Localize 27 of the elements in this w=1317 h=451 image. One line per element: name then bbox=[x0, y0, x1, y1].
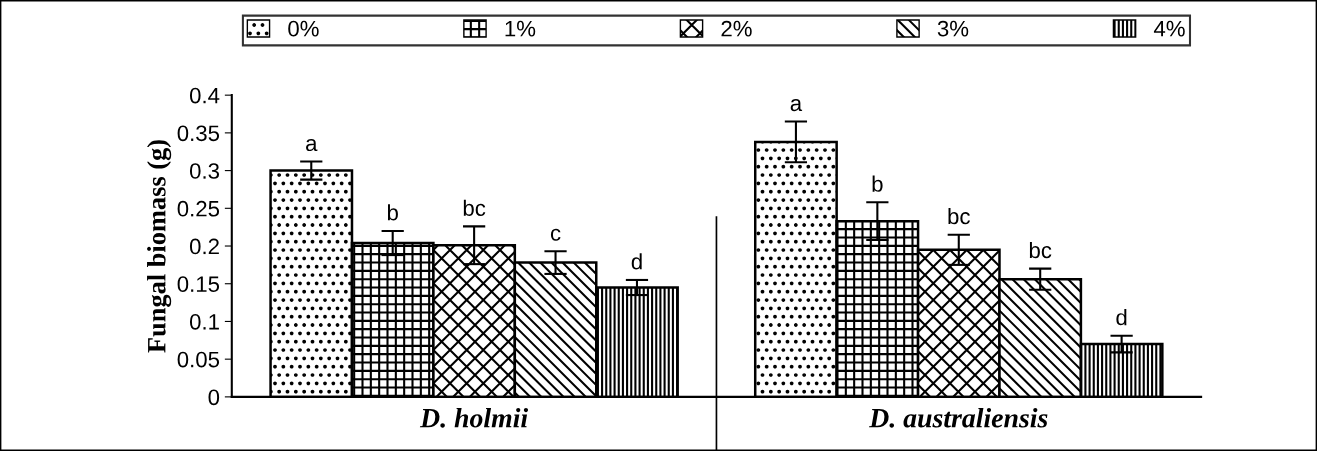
y-tick-label: 0.3 bbox=[189, 163, 220, 179]
data-label: a bbox=[306, 138, 318, 152]
legend-label: 4% bbox=[1153, 20, 1185, 37]
legend-label: 1% bbox=[505, 20, 536, 37]
y-tick-label: 0 bbox=[208, 389, 220, 406]
legend-label: 2% bbox=[721, 20, 752, 37]
y-tick-label: 0.15 bbox=[177, 276, 220, 293]
x-tick-label: D. australiensis bbox=[869, 407, 1048, 428]
y-axis-title: Fungal biomass (g) bbox=[147, 140, 172, 353]
data-label: b bbox=[387, 204, 398, 221]
x-tick-label: D. holmii bbox=[419, 407, 529, 428]
y-tick-label: 0.2 bbox=[189, 238, 219, 255]
y-tick-label: 0.25 bbox=[177, 200, 220, 217]
data-label: b bbox=[872, 175, 883, 192]
data-label: c bbox=[550, 228, 561, 241]
data-label: bc bbox=[1029, 241, 1052, 259]
data-label: bc bbox=[463, 199, 486, 216]
y-tick-label: 0.1 bbox=[189, 313, 219, 330]
y-tick-label: 0.4 bbox=[189, 87, 220, 104]
data-label: a bbox=[790, 98, 803, 112]
y-tick-label: 0.35 bbox=[177, 125, 220, 142]
legend-label: 0% bbox=[288, 20, 319, 37]
data-label: d bbox=[631, 253, 642, 270]
legend-label: 3% bbox=[937, 20, 969, 37]
data-label: bc bbox=[948, 207, 970, 225]
y-tick-label: 0.05 bbox=[177, 351, 220, 368]
data-label: d bbox=[1116, 309, 1127, 326]
